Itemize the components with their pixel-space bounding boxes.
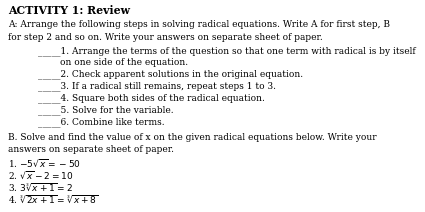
Text: B. Solve and find the value of x on the given radical equations below. Write you: B. Solve and find the value of x on the … [8,133,377,142]
Text: for step 2 and so on. Write your answers on separate sheet of paper.: for step 2 and so on. Write your answers… [8,33,323,42]
Text: on one side of the equation.: on one side of the equation. [60,58,188,67]
Text: _____5. Solve for the variable.: _____5. Solve for the variable. [38,105,174,115]
Text: 3. $3\sqrt[3]{x+1}=2$: 3. $3\sqrt[3]{x+1}=2$ [8,181,73,193]
Text: A: Arrange the following steps in solving radical equations. Write A for first s: A: Arrange the following steps in solvin… [8,20,390,29]
Text: 4. $\sqrt[3]{2x+1}=\sqrt[3]{x+8}$: 4. $\sqrt[3]{2x+1}=\sqrt[3]{x+8}$ [8,193,98,205]
Text: _____6. Combine like terms.: _____6. Combine like terms. [38,117,164,127]
Text: _____3. If a radical still remains, repeat steps 1 to 3.: _____3. If a radical still remains, repe… [38,82,276,91]
Text: 1. $-5\sqrt{x}=-50$: 1. $-5\sqrt{x}=-50$ [8,158,81,169]
Text: _____4. Square both sides of the radical equation.: _____4. Square both sides of the radical… [38,93,265,103]
Text: _____1. Arrange the terms of the question so that one term with radical is by it: _____1. Arrange the terms of the questio… [38,46,416,56]
Text: _____2. Check apparent solutions in the original equation.: _____2. Check apparent solutions in the … [38,70,303,80]
Text: 2. $\sqrt{x}-2=10$: 2. $\sqrt{x}-2=10$ [8,170,74,181]
Text: answers on separate sheet of paper.: answers on separate sheet of paper. [8,145,174,154]
Text: ACTIVITY 1: Review: ACTIVITY 1: Review [8,5,130,16]
